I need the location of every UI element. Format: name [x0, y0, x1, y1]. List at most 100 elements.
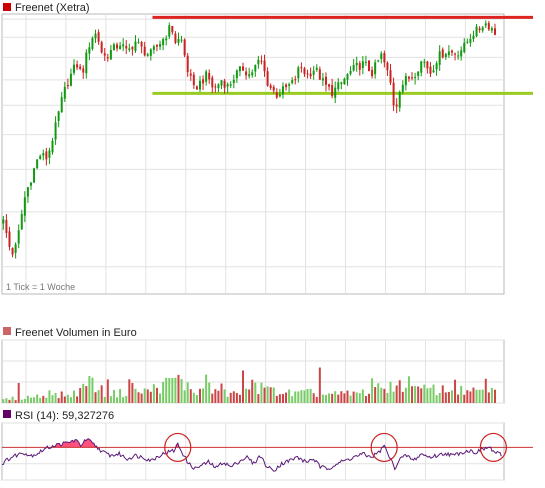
candle-body: [70, 74, 72, 86]
volume-bar: [466, 390, 468, 403]
candle-body: [408, 77, 410, 79]
price-chart-title: Freenet (Xetra): [15, 2, 90, 14]
volume-bar: [55, 393, 57, 403]
candle-body: [181, 40, 183, 41]
candle-body: [88, 47, 90, 53]
volume-bar: [399, 380, 401, 403]
volume-bar: [488, 392, 490, 403]
candle-body: [442, 49, 444, 57]
candle-body: [199, 81, 201, 90]
candle-body: [171, 26, 173, 32]
volume-bar: [144, 388, 146, 403]
candle-body: [18, 230, 20, 243]
volume-bar: [365, 396, 367, 403]
volume-bar: [328, 393, 330, 403]
candle-body: [257, 60, 259, 65]
volume-bar: [273, 387, 275, 403]
candle-body: [386, 63, 388, 70]
candle-body: [380, 53, 382, 59]
volume-bar: [267, 386, 269, 403]
candle-body: [24, 197, 26, 215]
volume-bar: [165, 378, 167, 403]
candle-body: [138, 42, 140, 43]
volume-bar: [245, 389, 247, 403]
volume-bar: [396, 386, 398, 403]
volume-bar: [85, 386, 87, 403]
candle-body: [110, 50, 112, 59]
volume-bar: [368, 394, 370, 403]
volume-bar: [414, 386, 416, 403]
candle-body: [429, 67, 431, 74]
candle-body: [95, 34, 97, 39]
candle-body: [79, 67, 81, 69]
volume-bar: [239, 395, 241, 403]
candle-body: [411, 77, 413, 78]
volume-bar: [104, 397, 106, 403]
candle-body: [325, 77, 327, 85]
volume-bar: [187, 382, 189, 403]
volume-bar: [371, 378, 373, 403]
volume-bar: [147, 389, 149, 403]
candle-body: [153, 46, 155, 50]
volume-bar: [307, 389, 309, 403]
candle-body: [107, 57, 109, 58]
candle-body: [239, 66, 241, 71]
candle-body: [297, 67, 299, 78]
volume-bar: [436, 395, 438, 403]
volume-bar: [313, 393, 315, 403]
tick-note: 1 Tick = 1 Woche: [6, 282, 75, 292]
volume-bar: [202, 388, 204, 403]
price-panel-frame: [2, 14, 504, 294]
candle-body: [273, 87, 275, 91]
candle-body: [104, 53, 106, 55]
volume-bar: [70, 397, 72, 403]
candle-body: [2, 219, 4, 223]
volume-bar: [472, 388, 474, 403]
volume-bar: [24, 399, 26, 403]
rsi-chart-title: RSI (14): 59,327276: [15, 410, 114, 422]
candle-body: [141, 42, 143, 46]
volume-bar: [270, 387, 272, 403]
candle-body: [55, 122, 57, 139]
volume-bar: [42, 396, 44, 403]
volume-bar: [359, 393, 361, 403]
candle-body: [288, 84, 290, 86]
candle-body: [393, 83, 395, 106]
volume-bar: [303, 390, 305, 403]
candle-body: [368, 61, 370, 71]
volume-bar: [334, 391, 336, 403]
candle-body: [469, 39, 471, 43]
candle-body: [101, 42, 103, 52]
volume-bar: [162, 382, 164, 403]
candle-body: [42, 153, 44, 155]
volume-bar: [82, 384, 84, 403]
volume-bar: [350, 396, 352, 403]
volume-bar: [445, 392, 447, 403]
candle-body: [264, 61, 266, 72]
candle-body: [159, 44, 161, 47]
volume-bar: [30, 398, 32, 403]
candle-body: [144, 47, 146, 56]
volume-bar: [214, 389, 216, 403]
candle-body: [233, 80, 235, 83]
candle-body: [45, 151, 47, 159]
volume-bar: [236, 393, 238, 403]
volume-bar: [113, 390, 115, 403]
candle-body: [291, 80, 293, 83]
candle-body: [245, 72, 247, 76]
candle-body: [73, 65, 75, 73]
candle-body: [472, 36, 474, 39]
volume-bar: [45, 398, 47, 403]
volume-bar: [12, 397, 14, 403]
volume-bar: [279, 394, 281, 403]
volume-bar: [205, 375, 207, 403]
candle-body: [5, 220, 7, 233]
candle-body: [8, 232, 10, 247]
volume-bar: [248, 390, 250, 403]
volume-bar: [168, 378, 170, 403]
volume-bar: [242, 370, 244, 403]
candle-body: [134, 42, 136, 51]
candle-body: [310, 74, 312, 77]
volume-chart-title: Freenet Volumen in Euro: [15, 327, 137, 339]
